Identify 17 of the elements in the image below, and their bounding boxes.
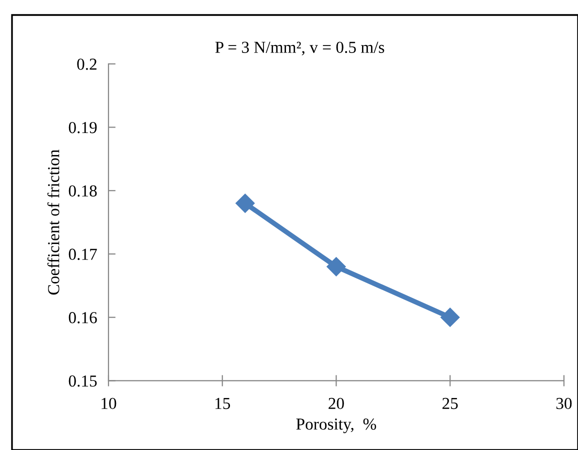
chart-title: P = 3 N/mm², v = 0.5 m/s (215, 42, 384, 56)
x-tick-label: 10 (102, 398, 116, 410)
x-axis-title: Porosity, % (296, 418, 376, 434)
x-tick-label: 25 (442, 398, 458, 410)
y-tick-label: 0.2 (77, 58, 96, 70)
x-tick-label: 30 (556, 398, 572, 410)
y-tick-label: 0.15 (68, 375, 97, 387)
y-tick-label: 0.16 (68, 312, 97, 324)
y-tick-label: 0.19 (68, 122, 97, 134)
y-axis-title: Coefficient of friction (47, 150, 60, 295)
point (326, 257, 346, 276)
y-tick-label: 0.18 (68, 185, 97, 197)
y-tick-label: 0.17 (68, 248, 97, 260)
point (236, 194, 255, 213)
x-tick-label: 15 (215, 398, 230, 410)
x-tick-label: 20 (328, 398, 344, 410)
point (440, 308, 460, 327)
